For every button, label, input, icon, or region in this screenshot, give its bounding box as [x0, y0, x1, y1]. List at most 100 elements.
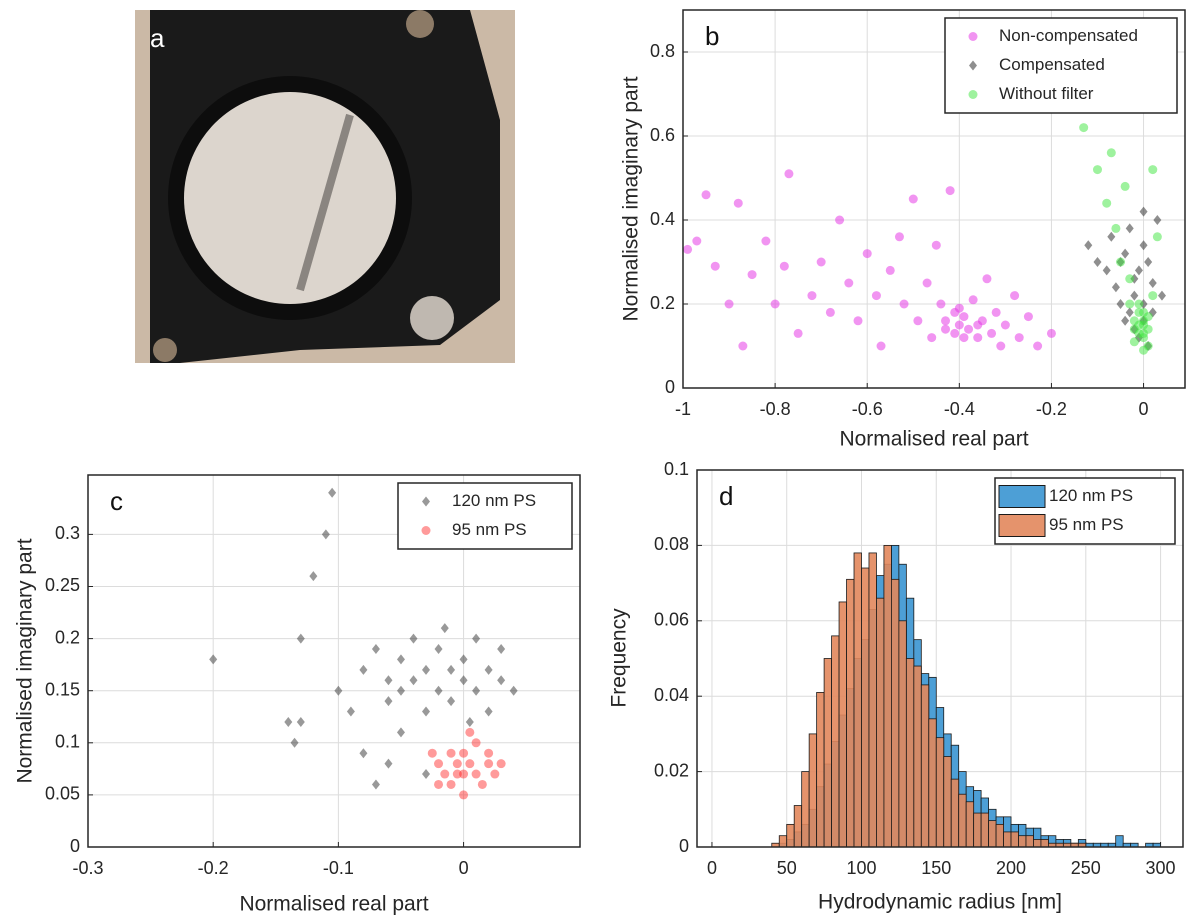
- point: [816, 257, 826, 267]
- axes-frame: [696, 469, 1184, 848]
- bar: [778, 835, 788, 848]
- point: [484, 706, 493, 717]
- point: [422, 769, 431, 780]
- point: [991, 307, 1001, 317]
- screw: [406, 10, 434, 38]
- x-axis-label: Normalised real part: [839, 428, 1028, 451]
- point: [954, 320, 964, 330]
- point: [1134, 299, 1144, 309]
- point: [936, 299, 946, 309]
- point: [835, 215, 845, 225]
- legend-label: Non-compensated: [999, 26, 1138, 45]
- y-tick-label: 0.1: [55, 732, 80, 752]
- legend-marker: [969, 60, 977, 71]
- point: [779, 261, 789, 271]
- point: [982, 274, 992, 284]
- legend-marker: [422, 496, 430, 507]
- panel: -0.3 -0.2 -0.1 0 0 0.05 0.1 0.15 0.2 0.25 0.3 Norma…: [14, 474, 581, 916]
- x-tick-label: 300: [1146, 858, 1176, 878]
- point: [384, 696, 393, 707]
- y-tick-label: 0.06: [654, 610, 689, 630]
- point: [941, 324, 951, 334]
- legend-marker: [421, 526, 431, 535]
- point: [459, 675, 468, 686]
- point: [987, 328, 997, 338]
- point: [1129, 337, 1139, 347]
- point: [959, 333, 969, 343]
- y-tick-label: 0.08: [654, 534, 689, 554]
- y-tick-label: 0.25: [45, 575, 80, 595]
- y-axis-label: Frequency: [608, 608, 631, 708]
- point: [964, 324, 974, 334]
- legend-swatch: [998, 514, 1046, 537]
- legend-swatch: [998, 485, 1046, 508]
- point: [1125, 223, 1134, 234]
- point: [209, 654, 218, 665]
- point: [296, 716, 305, 727]
- y-tick-label: 0: [679, 836, 689, 856]
- point: [459, 748, 469, 758]
- bar: [808, 733, 818, 848]
- x-tick-label: -0.2: [198, 858, 229, 878]
- point: [396, 654, 405, 665]
- bar: [935, 737, 945, 848]
- bar: [973, 812, 982, 848]
- point: [710, 261, 720, 271]
- legend-label: 120 nm PS: [452, 491, 536, 510]
- point: [1157, 290, 1166, 301]
- bar: [950, 778, 960, 848]
- point: [1092, 165, 1102, 175]
- point: [309, 571, 318, 582]
- point: [1079, 123, 1089, 133]
- point: [471, 738, 481, 748]
- point: [844, 278, 854, 288]
- point: [497, 644, 506, 655]
- point: [1121, 248, 1130, 259]
- point: [927, 333, 937, 343]
- point: [459, 769, 469, 779]
- point: [1120, 181, 1130, 191]
- x-tick-label: -1: [675, 399, 691, 419]
- point: [296, 633, 305, 644]
- point: [290, 737, 299, 748]
- x-axis-label: Hydrodynamic radius [nm]: [818, 891, 1062, 914]
- legend-label: 95 nm PS: [1049, 515, 1124, 534]
- bar: [831, 635, 840, 848]
- point: [1139, 240, 1148, 251]
- point: [359, 748, 368, 759]
- point: [692, 236, 702, 246]
- x-tick-label: 250: [1071, 858, 1101, 878]
- axes-frame: [87, 474, 581, 848]
- point: [1139, 320, 1149, 330]
- point: [459, 790, 469, 800]
- point: [509, 685, 518, 696]
- y-tick-label: 0.4: [650, 209, 675, 229]
- x-tick-label: -0.3: [72, 858, 103, 878]
- point: [422, 664, 431, 675]
- bar: [1033, 839, 1042, 848]
- point: [1116, 299, 1125, 309]
- y-tick-label: 0.3: [55, 523, 80, 543]
- x-tick-label: 100: [846, 858, 876, 878]
- bar: [883, 545, 892, 848]
- point: [1130, 290, 1139, 301]
- point: [973, 333, 983, 343]
- point: [384, 675, 393, 686]
- y-tick-label: 0: [665, 377, 675, 397]
- point: [465, 716, 474, 727]
- legend-box: [944, 17, 1178, 114]
- y-axis-label: Normalised imaginary part: [14, 538, 37, 783]
- legend-marker: [968, 90, 978, 99]
- panel-label: c: [110, 486, 123, 516]
- point: [1152, 232, 1162, 242]
- screw: [153, 338, 177, 362]
- window: [184, 92, 396, 304]
- point: [1014, 333, 1024, 343]
- bar: [861, 567, 870, 848]
- point: [434, 685, 443, 696]
- bar: [823, 658, 832, 848]
- x-tick-label: -0.8: [760, 399, 791, 419]
- point: [784, 169, 794, 179]
- photo: a: [135, 10, 515, 363]
